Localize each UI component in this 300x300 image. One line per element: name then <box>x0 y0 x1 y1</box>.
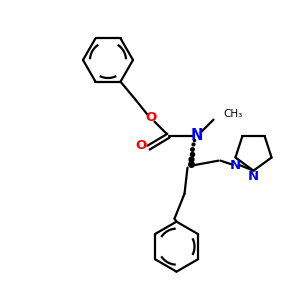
Text: N: N <box>248 170 259 183</box>
Text: N: N <box>190 128 203 143</box>
Text: CH₃: CH₃ <box>224 109 243 119</box>
Text: N: N <box>230 159 241 172</box>
Text: O: O <box>145 111 156 124</box>
Text: O: O <box>136 139 147 152</box>
